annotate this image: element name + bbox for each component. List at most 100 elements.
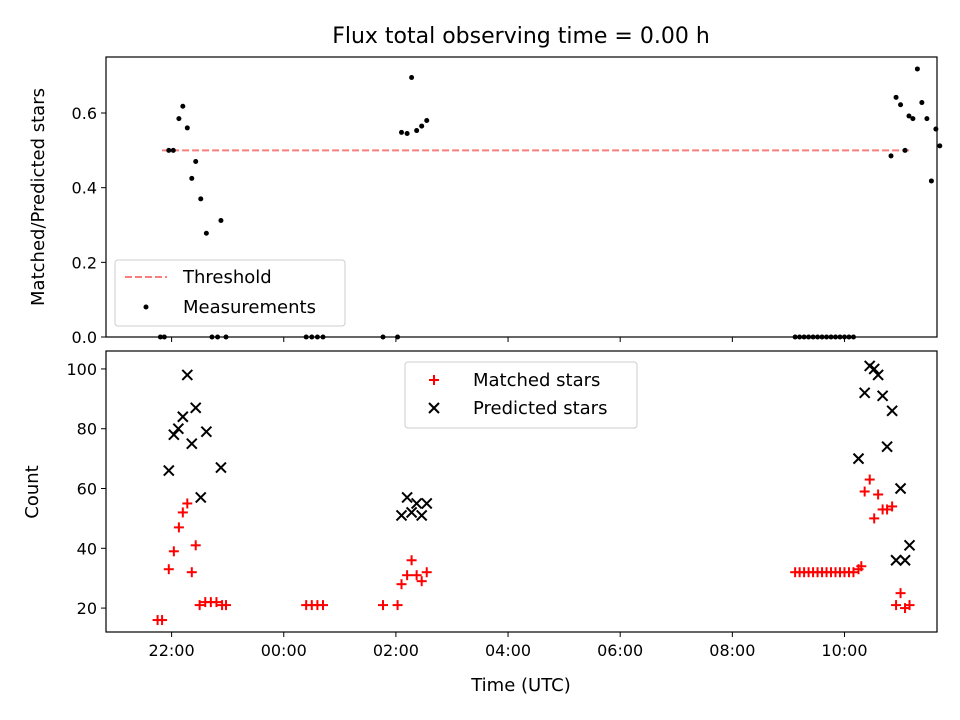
count-y-tick-label: 60 bbox=[77, 480, 97, 499]
predicted-star-point bbox=[858, 387, 871, 399]
predicted-star-point bbox=[401, 491, 413, 504]
measurement-point bbox=[409, 75, 415, 81]
predicted-star-point bbox=[163, 464, 175, 477]
measurement-point bbox=[399, 129, 405, 135]
threshold-legend-label: Threshold bbox=[182, 267, 272, 288]
matched-star-point bbox=[220, 600, 231, 611]
predicted-star-point bbox=[190, 402, 202, 414]
measurement-point bbox=[180, 103, 186, 109]
predicted-legend-label: Predicted stars bbox=[473, 398, 607, 419]
matched-star-point bbox=[859, 486, 870, 497]
measurement-point bbox=[937, 143, 943, 149]
predicted-legend-marker bbox=[428, 402, 440, 414]
matched-star-point bbox=[182, 498, 193, 509]
ratio-y-tick-label: 0.0 bbox=[72, 328, 97, 347]
measurement-point bbox=[893, 94, 899, 100]
count-panel: 22:00 00:00 02:00 04:00 06:00 08:00 10:00 20 40 6… bbox=[22, 350, 938, 660]
measurements-legend-marker bbox=[143, 304, 149, 310]
count-legend: Matched stars Predicted stars bbox=[404, 361, 638, 429]
matched-star-point bbox=[211, 597, 222, 608]
matched-star-point bbox=[904, 600, 915, 611]
measurement-point bbox=[924, 116, 930, 122]
count-y-tick-label: 20 bbox=[77, 599, 97, 618]
measurement-point bbox=[424, 117, 430, 123]
predicted-star-point bbox=[215, 461, 227, 474]
measurement-point bbox=[914, 66, 920, 72]
predicted-star-point bbox=[881, 440, 893, 453]
x-tick-label: 22:00 bbox=[149, 641, 195, 660]
x-tick-label: 06:00 bbox=[597, 641, 643, 660]
matched-star-point bbox=[378, 600, 388, 611]
measurement-point bbox=[888, 153, 894, 159]
measurement-point bbox=[189, 175, 195, 181]
ratio-legend: Threshold Measurements bbox=[114, 259, 346, 327]
predicted-star-point bbox=[200, 426, 213, 438]
matched-star-point bbox=[190, 540, 201, 551]
measurement-point bbox=[193, 159, 199, 165]
measurements-legend-label: Measurements bbox=[183, 297, 316, 318]
predicted-star-point bbox=[186, 437, 198, 450]
matched-star-point bbox=[163, 564, 174, 575]
measurement-point bbox=[928, 178, 934, 184]
matched-legend-label: Matched stars bbox=[473, 370, 600, 391]
measurement-point bbox=[414, 128, 420, 134]
matched-legend-marker bbox=[429, 375, 439, 385]
ratio-y-tick-label: 0.2 bbox=[72, 253, 97, 272]
ratio-y-tick-label: 0.4 bbox=[72, 179, 97, 198]
matched-star-point bbox=[157, 615, 168, 626]
matched-star-point bbox=[168, 546, 179, 557]
predicted-star-point bbox=[410, 497, 423, 510]
matched-star-point bbox=[396, 579, 407, 590]
predicted-star-point bbox=[899, 554, 911, 566]
count-y-tick-label: 100 bbox=[66, 360, 97, 379]
x-tick-label: 10:00 bbox=[821, 641, 867, 660]
matched-star-point bbox=[887, 501, 898, 512]
ratio-panel: 0.0 0.2 0.4 0.6 Matched/Predicted stars Thr… bbox=[28, 56, 943, 347]
predicted-star-point bbox=[395, 509, 408, 522]
predicted-star-point bbox=[421, 497, 433, 510]
predicted-star-point bbox=[852, 452, 865, 465]
measurement-point bbox=[184, 125, 190, 131]
predicted-star-point bbox=[894, 482, 907, 495]
measurement-point bbox=[933, 126, 939, 132]
measurement-point bbox=[898, 102, 904, 108]
predicted-star-point bbox=[181, 369, 194, 381]
predicted-star-point bbox=[177, 411, 189, 423]
measurement-point bbox=[919, 100, 925, 106]
predicted-star-point bbox=[903, 539, 916, 552]
measurement-point bbox=[176, 116, 182, 122]
predicted-star-point bbox=[195, 491, 207, 504]
matched-star-point bbox=[856, 561, 867, 572]
count-y-tick-label: 80 bbox=[77, 420, 97, 439]
x-tick-label: 04:00 bbox=[485, 641, 531, 660]
x-tick-label: 02:00 bbox=[373, 641, 419, 660]
count-y-tick-label: 40 bbox=[77, 539, 97, 558]
matched-star-point bbox=[891, 600, 902, 611]
measurement-point bbox=[170, 147, 176, 153]
predicted-star-point bbox=[886, 405, 898, 417]
x-axis-label: Time (UTC) bbox=[470, 675, 571, 696]
matched-star-point bbox=[869, 513, 880, 524]
measurement-point bbox=[404, 131, 410, 137]
matched-star-point bbox=[421, 567, 432, 578]
matched-star-point bbox=[402, 570, 413, 581]
matched-star-point bbox=[173, 522, 184, 533]
measurement-point bbox=[203, 230, 209, 236]
measurement-point bbox=[198, 196, 204, 202]
ratio-y-tick-label: 0.6 bbox=[72, 104, 97, 123]
predicted-star-point bbox=[405, 506, 418, 519]
matched-star-point bbox=[392, 600, 403, 611]
count-y-axis-label: Count bbox=[22, 465, 43, 518]
matched-star-point bbox=[411, 570, 422, 581]
matched-star-point bbox=[873, 489, 884, 500]
matched-star-point bbox=[882, 504, 893, 515]
predicted-star-point bbox=[172, 423, 185, 435]
predicted-star-point bbox=[415, 509, 428, 522]
predicted-star-point bbox=[868, 363, 880, 375]
matched-star-point bbox=[848, 567, 859, 578]
matched-star-point bbox=[416, 576, 427, 587]
predicted-star-point bbox=[168, 428, 180, 441]
matched-star-point bbox=[194, 600, 205, 611]
matched-star-point bbox=[177, 507, 188, 518]
